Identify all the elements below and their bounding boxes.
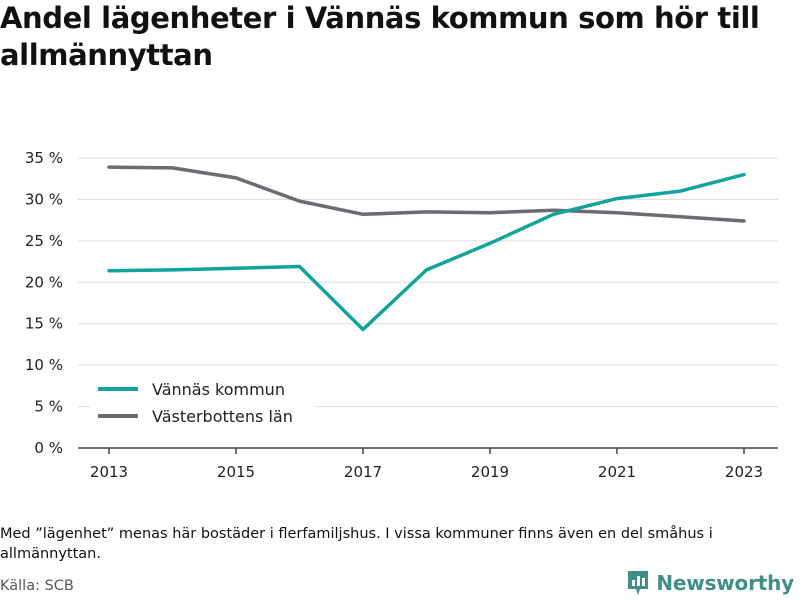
gridlines: [78, 157, 778, 408]
x-tick-label: 2013: [90, 463, 128, 481]
legend-label: Vännäs kommun: [152, 380, 285, 399]
y-tick-label: 25 %: [25, 232, 63, 250]
brand-name: Newsworthy: [656, 571, 794, 595]
series-lines: [107, 165, 746, 332]
y-tick-label: 15 %: [25, 315, 63, 333]
x-tick-label: 2017: [344, 463, 382, 481]
y-tick-label: 30 %: [25, 190, 63, 208]
legend-label: Västerbottens län: [152, 407, 293, 426]
y-tick-label: 5 %: [34, 398, 63, 416]
brand-logo[interactable]: Newsworthy: [626, 569, 794, 597]
x-axis-tick-labels: 2013 2015 2017 2019 2021 2023: [90, 463, 763, 481]
x-tick-label: 2023: [725, 463, 763, 481]
x-tick-label: 2015: [217, 463, 255, 481]
y-axis-tick-labels: 0 % 5 % 10 % 15 % 20 % 25 % 30 % 35 %: [25, 149, 63, 457]
chart-note: Med ”lägenhet” menas här bostäder i fler…: [0, 526, 713, 562]
y-tick-label: 10 %: [25, 356, 63, 374]
newsworthy-logo-icon: [628, 571, 649, 595]
y-tick-label: 0 %: [34, 439, 63, 457]
y-tick-label: 20 %: [25, 273, 63, 291]
chart-title: Andel lägenheter i Vännäs kommun som hör…: [0, 1, 760, 72]
series-line: [107, 165, 746, 223]
x-tick-label: 2021: [598, 463, 636, 481]
x-axis: [78, 447, 778, 454]
legend: Vännäs kommun Västerbottens län: [90, 376, 316, 432]
source-label: Källa: SCB: [0, 578, 74, 594]
y-tick-label: 35 %: [25, 149, 63, 167]
x-tick-label: 2019: [471, 463, 509, 481]
legend-background: [90, 376, 316, 432]
series-line: [107, 172, 746, 332]
